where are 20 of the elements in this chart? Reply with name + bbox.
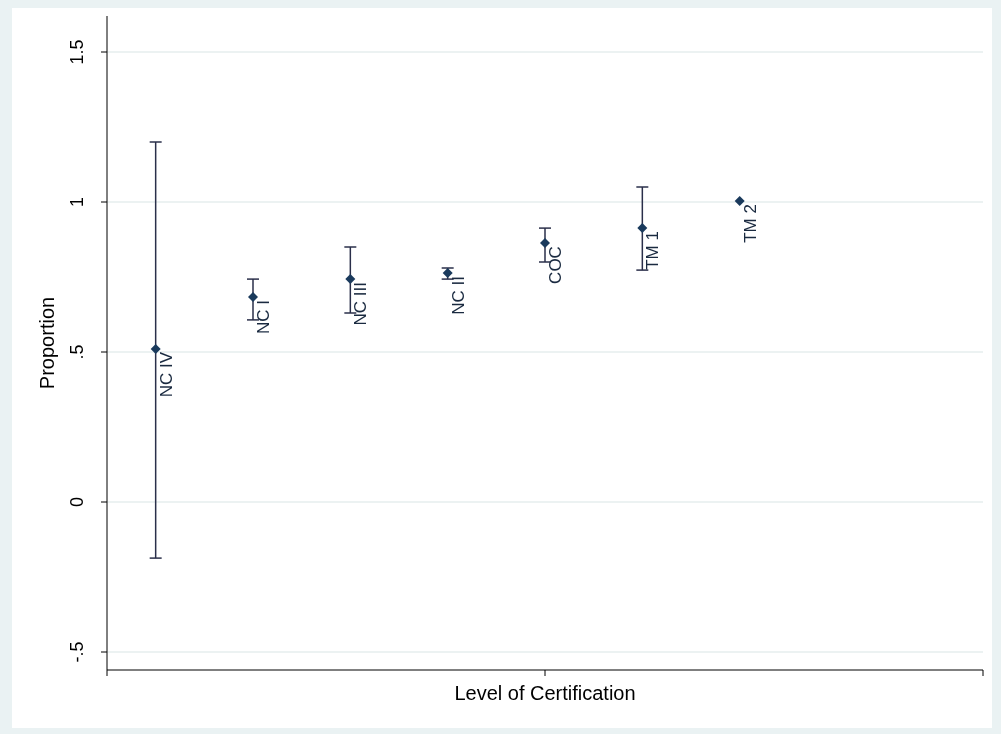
point [734,196,745,207]
y-tick-label: -.5 [67,641,87,663]
point [150,344,161,354]
y-axis-title: Proportion [36,296,58,390]
annotation: TM 2 [740,204,760,243]
annotation: TM 1 [643,231,663,270]
annotation: NC I [254,300,273,335]
annotation: NC II [448,276,468,315]
point [637,223,648,234]
annotation: COC [546,246,565,284]
point [540,238,550,249]
y-tick-label: 1 [67,196,87,208]
point [248,292,258,303]
annotation: NC IV [156,351,176,398]
y-tick-label: 1.5 [67,39,87,65]
y-tick-label: .5 [67,344,87,360]
annotation: NC III [351,282,371,326]
point [345,274,356,285]
x-axis-title: Level of Certification [454,682,636,704]
y-tick-label: 0 [67,496,87,508]
